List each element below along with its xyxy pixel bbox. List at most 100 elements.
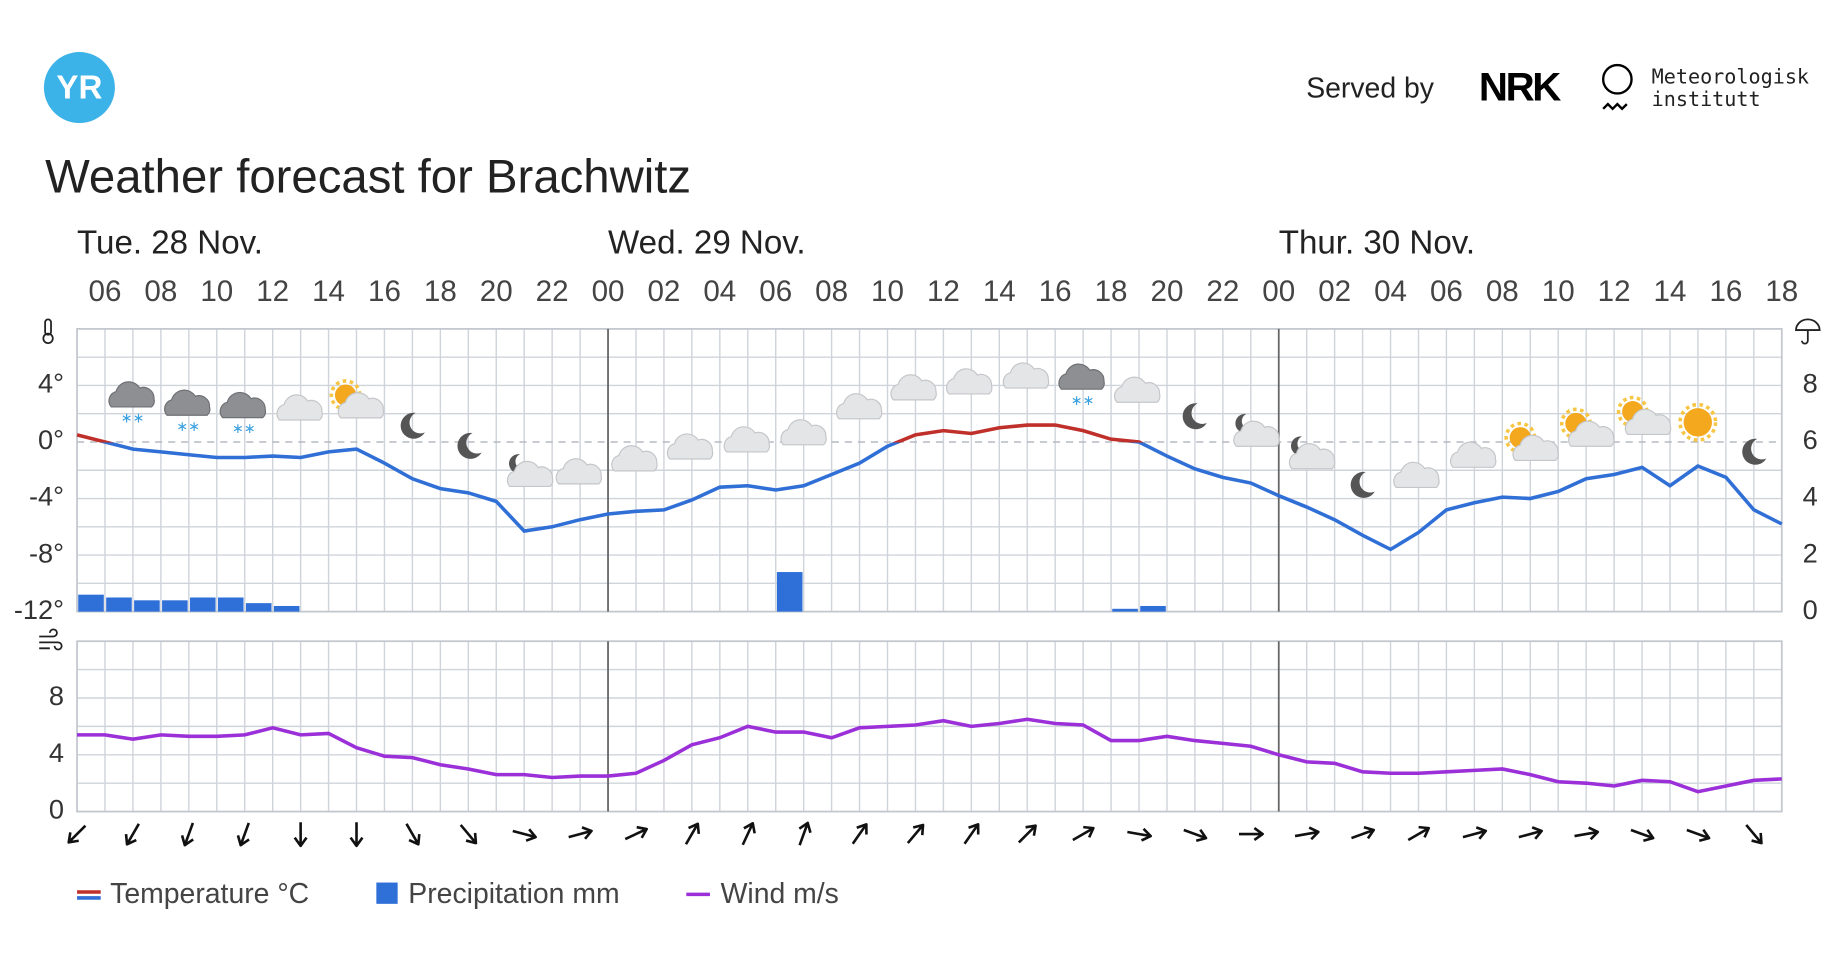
yr-logo[interactable] [43,52,115,124]
wind-arrow [1017,824,1037,844]
wind-arrow [1745,824,1763,845]
x-tick-label: 08 [815,275,848,308]
x-tick-label: 20 [1151,275,1184,308]
weather-symbol: ∗∗ [108,381,155,427]
wind-arrow-shape [405,823,421,846]
cloud [108,381,155,408]
wind-arrow [459,824,478,845]
y-tick-label: 0 [49,794,64,825]
wind-arrow [906,823,925,844]
cloud [1233,420,1280,447]
wind-arrow-shape [1462,826,1488,840]
wind-arrow [684,822,701,845]
wind-arrow-shape [1072,825,1095,842]
precipitation-bar [106,597,132,612]
precipitation-bar [78,594,104,612]
cloud [890,374,937,401]
wind-arrow [568,826,593,840]
wind-arrow-shape [684,822,701,845]
weather-symbol [946,368,993,395]
x-tick-label: 06 [89,275,122,308]
plot-border [76,327,1783,613]
wind-arrow [1686,828,1711,843]
weather-symbol [1616,395,1672,436]
x-tick-label: 22 [1206,275,1239,308]
wind-arrow [236,822,250,847]
weather-symbol [329,379,385,419]
wind-arrow-shape [1686,828,1711,843]
wind-arrow [1072,825,1095,842]
x-tick-label: 20 [480,275,513,308]
cloud [836,393,883,420]
nrk-logo[interactable]: NRK [1479,65,1564,110]
wind-arrow [1462,826,1488,840]
day-label: Wed. 29 Nov. [608,225,806,262]
weather-symbol [1182,403,1207,430]
x-tick-label: 18 [1765,275,1798,308]
wind-arrow [624,825,649,841]
wind-arrow-shape [963,823,980,845]
met-logo-waves [1602,102,1628,111]
cloud [555,458,603,485]
met-logo[interactable] [1601,63,1633,95]
wind-arrow-shape [851,823,868,845]
cloud [666,433,714,460]
x-tick-label: 00 [1262,275,1295,308]
wind-arrow [851,823,868,845]
y2-tick-label: 4 [1803,481,1818,512]
wind-arrow-shape [1518,826,1544,840]
x-tick-label: 16 [368,275,401,308]
wind-arrow-shape [67,824,87,844]
weather-symbol [836,393,883,420]
wind-arrow [349,822,364,848]
wind-arrow-shape [124,823,140,846]
weather-symbol [890,374,937,401]
temperature-line [99,442,1783,552]
cloud [1624,408,1672,436]
weather-symbol: ∗∗ [1058,363,1105,409]
wind-arrow-shape [1351,826,1376,840]
wind-arrow [1238,827,1264,842]
wind-arrow-shape [1294,826,1320,841]
x-tick-label: 10 [200,275,233,308]
wind-arrow [180,822,195,847]
wind-arrow [1351,826,1376,840]
wind-arrow [1518,826,1544,840]
cloud [946,368,993,395]
weather-symbol [1449,441,1497,468]
x-tick-label: 18 [1095,275,1128,308]
served-by: Served by [1306,72,1435,104]
weather-symbol [723,426,771,453]
moon [1742,438,1767,465]
wind-arrow-shape [236,822,250,847]
wind-line [77,717,1782,794]
cloud [1288,443,1336,470]
wind-arrow-shape [1017,824,1037,844]
wind-arrow-shape [1630,828,1655,843]
x-tick-label: 08 [144,275,177,308]
moon [1290,436,1309,456]
weather-symbol [1233,413,1280,447]
precipitation-bar [162,600,188,612]
moon [457,432,482,459]
precipitation-bar [134,600,160,612]
wind-arrow [1630,828,1655,843]
sun [1678,402,1718,442]
cloud [506,460,554,488]
plot-border [76,640,1783,813]
x-tick-label: 10 [871,275,904,308]
wind-arrow [1407,825,1431,842]
wind-arrow-shape [624,825,649,841]
met-name: Meteorologisk [1652,65,1809,89]
weather-symbol [1504,421,1559,462]
moon [400,412,425,439]
weather-symbol [1742,438,1767,465]
x-tick-label: 14 [1654,275,1687,308]
x-tick-label: 04 [703,275,736,308]
weather-symbol: ∗∗ [219,391,267,437]
moon [1182,403,1207,430]
wind-icon [39,628,63,651]
cloud [1449,441,1497,468]
cloud [723,426,771,453]
